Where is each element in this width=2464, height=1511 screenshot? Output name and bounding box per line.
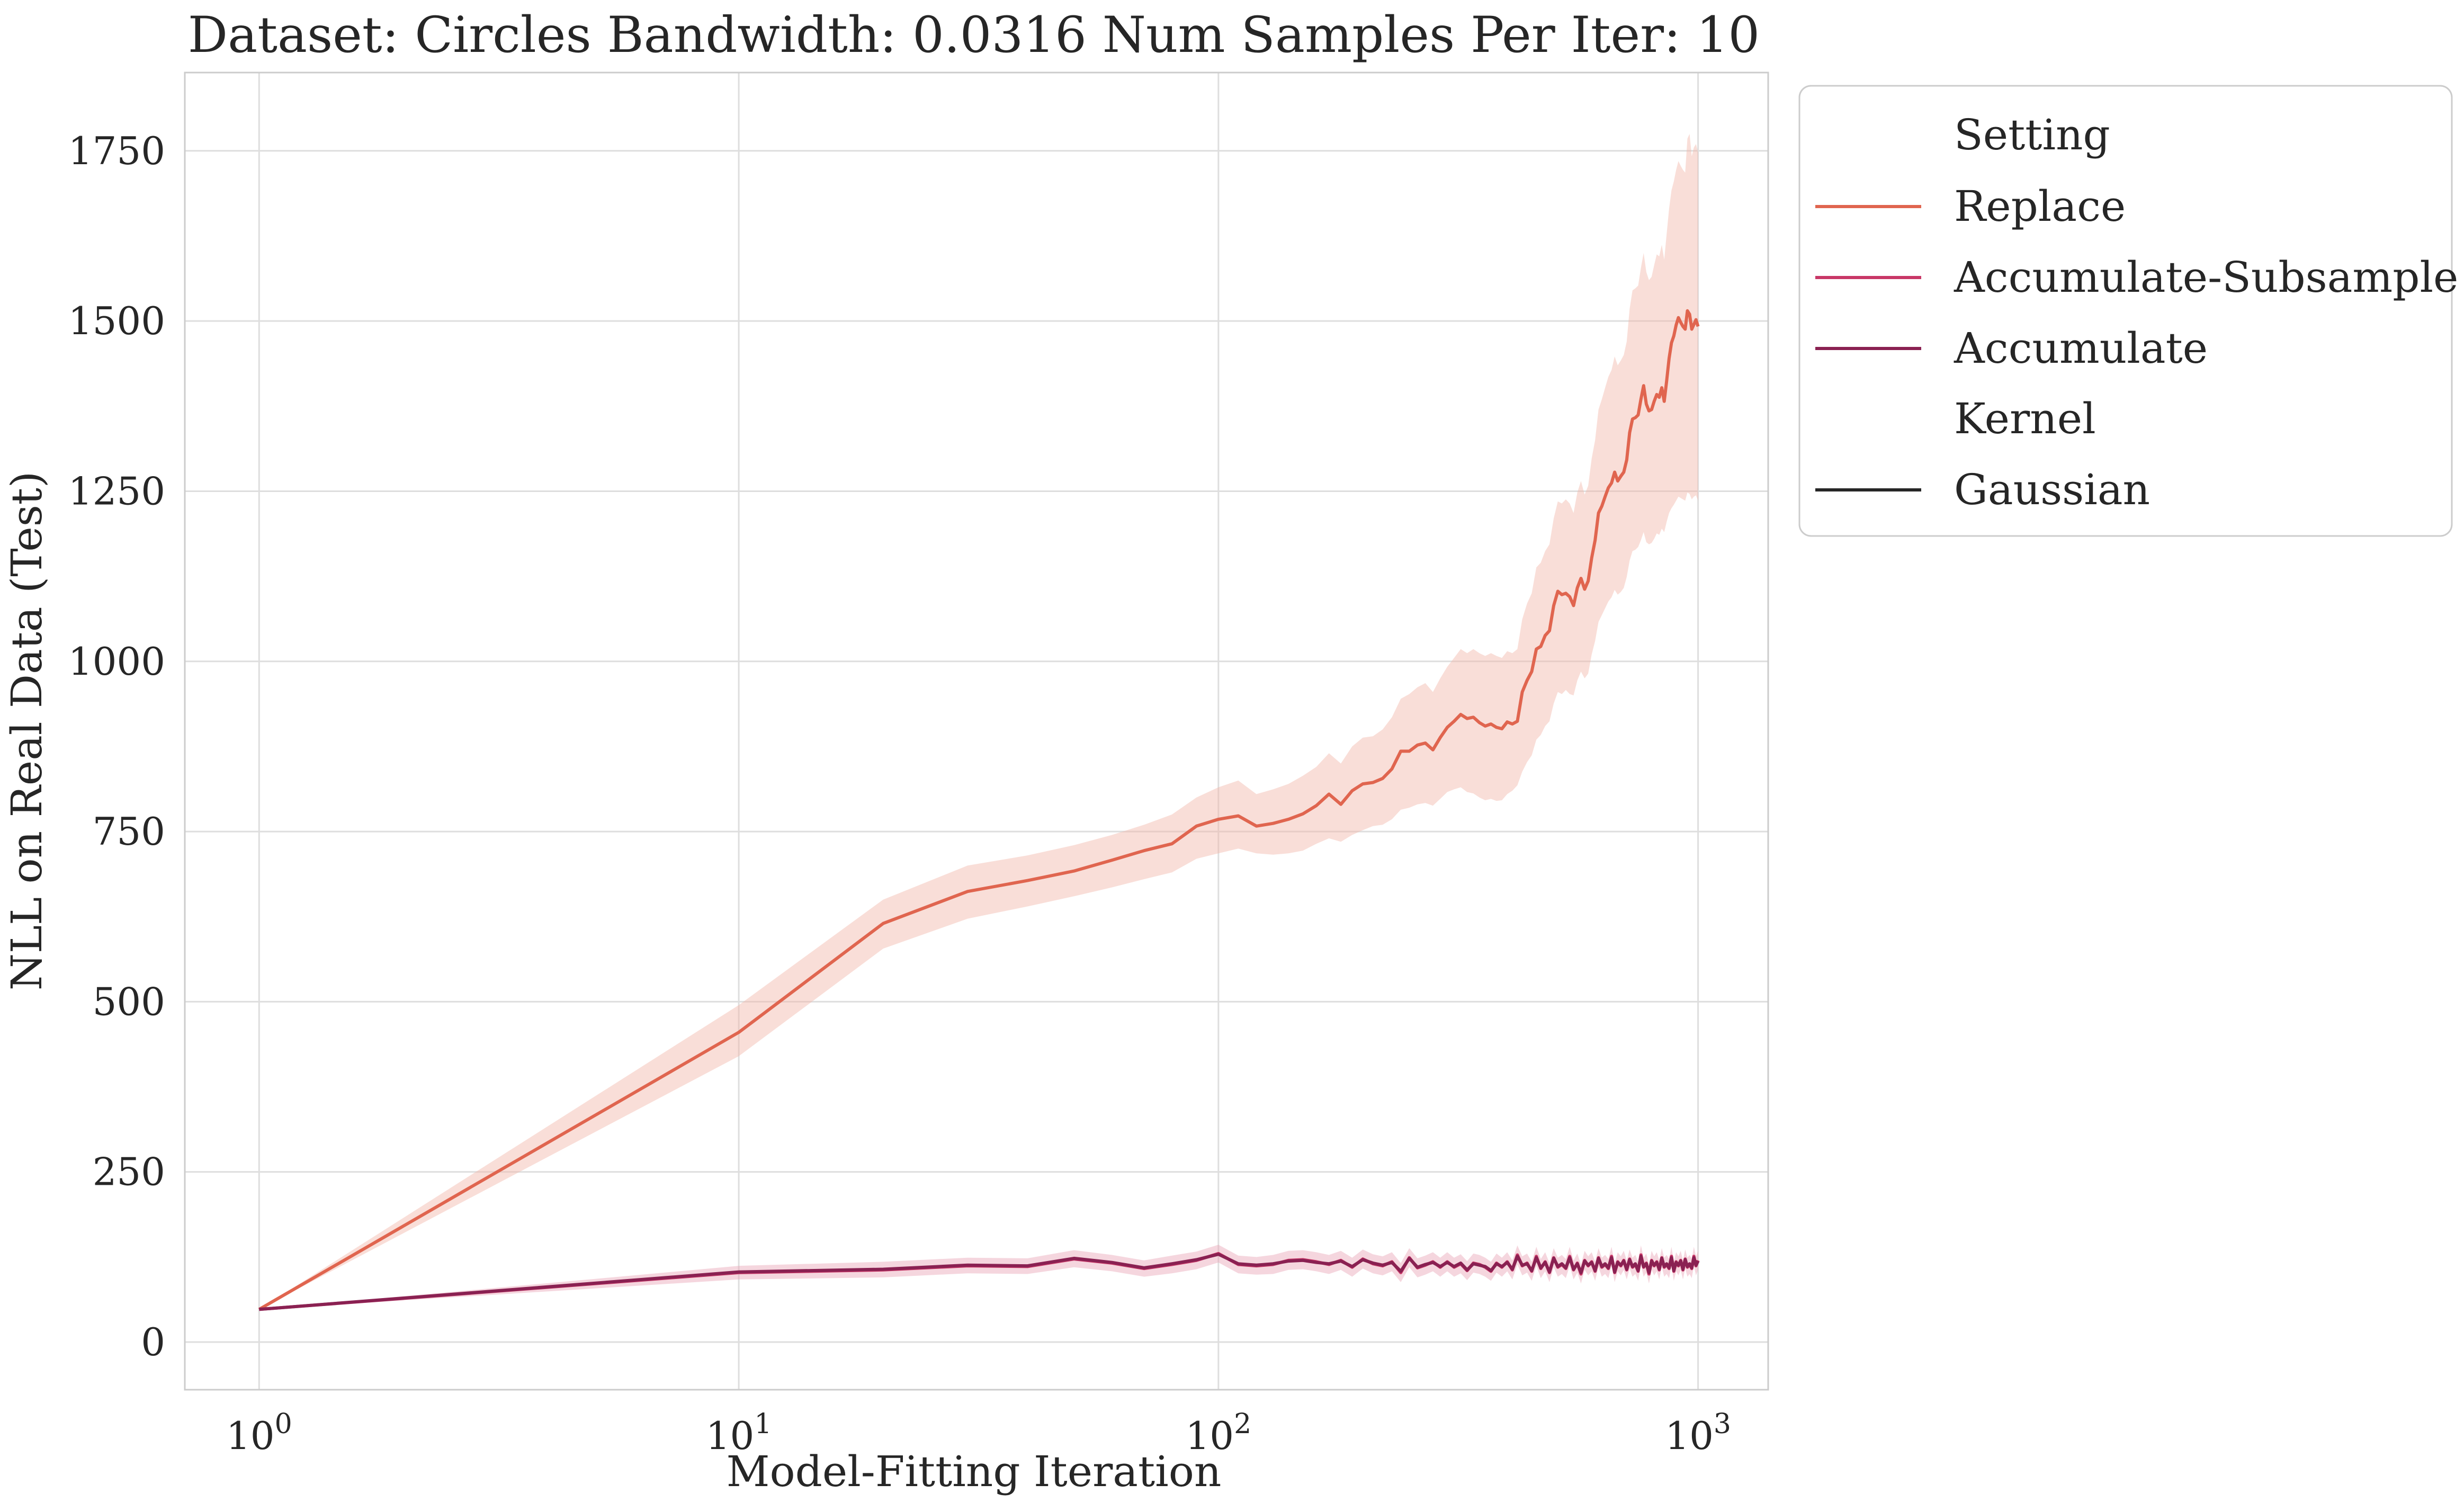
legend-kernel-title: Kernel: [1954, 394, 2096, 443]
legend-label-accumulate-subsample: Accumulate-Subsample: [1954, 253, 2458, 302]
y-tick-label-5: 1250: [68, 469, 165, 513]
y-tick-label-1: 250: [93, 1150, 165, 1194]
band-replace: [259, 133, 1698, 1310]
legend-label-accumulate: Accumulate: [1954, 324, 2208, 373]
legend-label-gaussian: Gaussian: [1954, 465, 2150, 514]
legend-series-entries: Replace Accumulate-Subsample Accumulate: [1815, 182, 2458, 373]
y-tick-label-7: 1750: [68, 129, 165, 173]
legend-label-replace: Replace: [1954, 182, 2126, 231]
plot-frame: [184, 71, 1769, 1391]
y-tick-label-4: 1000: [68, 639, 165, 684]
y-tick-label-6: 1500: [68, 299, 165, 343]
x-axis-title: Model-Fitting Iteration: [727, 1447, 1222, 1496]
legend-setting-title: Setting: [1954, 110, 2110, 159]
series-lines: [258, 309, 1700, 1311]
grid: [185, 73, 1768, 1390]
y-tick-label-3: 750: [93, 809, 165, 854]
line-replace: [258, 309, 1700, 1311]
line-accumulate: [259, 1253, 1700, 1311]
legend: Setting Replace Accumulate-Subsample Accum…: [1798, 85, 2458, 537]
chart-title: Dataset: Circles Bandwidth: 0.0316 Num S…: [188, 6, 1760, 64]
legend-box: [1798, 85, 2453, 537]
y-tick-label-2: 500: [93, 979, 165, 1024]
y-tick-label-0: 0: [141, 1320, 165, 1364]
y-axis-title: NLL on Real Data (Test): [2, 471, 51, 990]
y-tick-labels: 0 250 500 750 1000 1250 1500 1750: [68, 129, 165, 1364]
